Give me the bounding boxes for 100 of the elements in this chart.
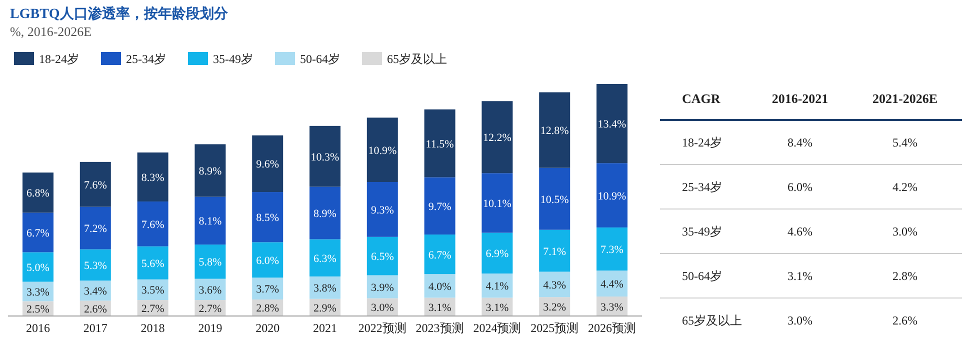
data-label: 2.6%: [84, 303, 107, 316]
data-label: 4.1%: [486, 280, 509, 293]
data-label: 7.2%: [84, 223, 107, 236]
text: 2021-2026E: [872, 91, 938, 106]
text: 5.4%: [892, 135, 918, 150]
bar: [366, 236, 398, 276]
data-label: 5.0%: [26, 262, 50, 274]
text: 2.6%: [892, 313, 918, 328]
bar: [310, 239, 340, 276]
bar: [137, 152, 168, 202]
x-tick-label: 2016: [26, 321, 50, 335]
data-label: 7.6%: [141, 218, 164, 231]
bar: [596, 227, 628, 271]
legend-label: 25-34岁: [126, 52, 166, 66]
data-label: 10.1%: [482, 198, 512, 210]
bar: [539, 272, 570, 298]
bar: [310, 186, 340, 240]
bar: [596, 84, 628, 164]
text: 3.1%: [788, 268, 812, 283]
legend-label: 50-64岁: [300, 52, 340, 66]
bar: [252, 192, 284, 242]
text: 65岁及以上: [682, 313, 742, 328]
data-label: 2.7%: [141, 303, 164, 316]
data-label: 2.7%: [198, 303, 222, 316]
data-label: 4.3%: [543, 279, 566, 292]
bar: [252, 135, 284, 192]
x-tick-label: 2021: [313, 321, 337, 335]
legend-label: 35-49岁: [213, 52, 253, 66]
text: 4.6%: [788, 224, 812, 238]
bar: [539, 230, 570, 272]
text: 50-64岁: [682, 268, 722, 283]
bar: [80, 206, 111, 250]
x-tick-label: 2026预测: [588, 321, 636, 335]
chart-title: LGBTQ人口渗透率，按年龄段划分: [10, 5, 229, 22]
data-label: 3.7%: [256, 284, 280, 296]
bar: [194, 244, 226, 279]
chart-subtitle: %, 2016-2026E: [10, 24, 92, 39]
data-label: 13.4%: [598, 118, 626, 131]
data-label: 8.9%: [198, 165, 222, 178]
data-label: 6.7%: [26, 227, 50, 240]
text: 2.8%: [892, 268, 918, 283]
data-label: 8.9%: [314, 208, 336, 220]
bar: [482, 232, 513, 274]
data-label: 3.3%: [26, 286, 50, 298]
bar: [424, 234, 456, 274]
data-label: 2.8%: [256, 302, 280, 315]
text: 35-49岁: [682, 224, 722, 238]
bar: [252, 278, 284, 300]
data-label: 6.5%: [370, 251, 394, 264]
bar: [482, 173, 513, 233]
text: 6.0%: [788, 180, 812, 194]
text: 8.4%: [788, 135, 812, 150]
text: 3.0%: [788, 313, 812, 328]
text: CAGR: [682, 91, 721, 106]
data-label: 3.4%: [84, 286, 107, 298]
bar: [80, 162, 111, 207]
data-label: 11.5%: [426, 138, 454, 150]
bar: [596, 163, 628, 228]
bar: [194, 144, 226, 197]
bar: [194, 196, 226, 245]
data-label: 6.0%: [256, 254, 280, 267]
data-label: 8.1%: [198, 216, 222, 228]
x-tick-label: 2019: [198, 321, 222, 335]
bar: [366, 182, 398, 237]
data-label: 3.1%: [486, 302, 509, 314]
x-tick-label: 2025预测: [530, 321, 579, 335]
data-label: 5.6%: [141, 258, 164, 270]
data-label: 10.3%: [310, 151, 340, 164]
bar: [80, 249, 111, 281]
bar: [252, 242, 284, 278]
data-label: 10.5%: [540, 194, 569, 206]
x-tick-label: 2022预测: [358, 321, 406, 335]
legend-label: 65岁及以上: [387, 52, 447, 66]
data-label: 6.9%: [486, 248, 509, 260]
bar: [424, 109, 456, 178]
bar: [137, 201, 168, 246]
bar: [482, 101, 513, 174]
data-label: 3.5%: [141, 284, 164, 297]
data-label: 3.6%: [198, 284, 222, 296]
bar: [137, 246, 168, 280]
data-label: 3.3%: [600, 301, 624, 314]
data-label: 3.2%: [543, 302, 566, 314]
data-label: 7.6%: [84, 179, 107, 192]
data-label: 5.8%: [198, 256, 222, 269]
data-label: 10.9%: [598, 190, 626, 202]
bar: [366, 118, 398, 182]
data-label: 4.0%: [428, 280, 452, 293]
data-label: 3.8%: [314, 282, 336, 295]
data-label: 10.9%: [368, 144, 397, 157]
data-label: 12.2%: [482, 132, 512, 144]
data-label: 3.1%: [428, 302, 452, 314]
data-label: 7.3%: [600, 244, 624, 256]
x-tick-label: 2017: [83, 321, 108, 335]
bar: [539, 92, 570, 168]
data-label: 3.9%: [370, 282, 394, 294]
data-label: 3.0%: [370, 302, 394, 314]
data-label: 9.3%: [370, 204, 394, 216]
data-label: 7.1%: [543, 246, 566, 258]
bar: [22, 212, 54, 252]
x-tick-label: 2023预测: [416, 321, 464, 335]
